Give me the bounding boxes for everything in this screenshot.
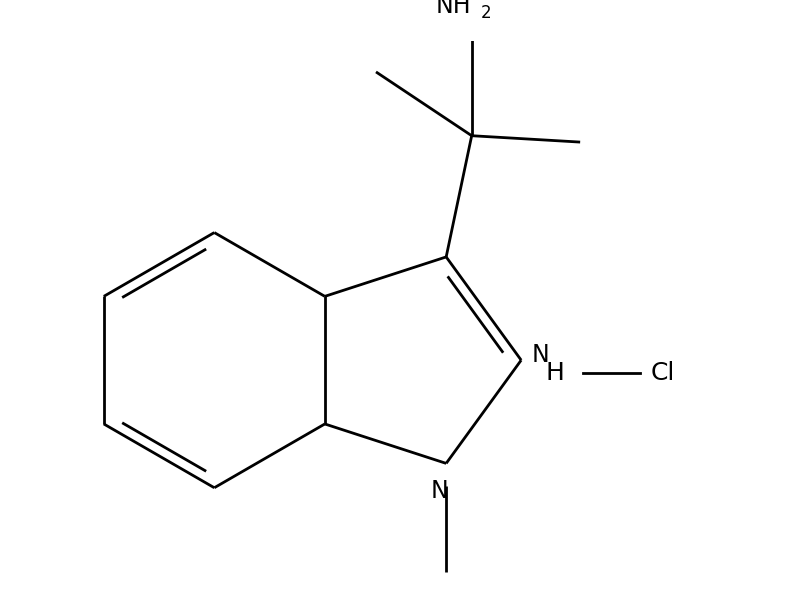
- Text: NH: NH: [436, 0, 472, 18]
- Text: N: N: [532, 343, 549, 367]
- Text: 2: 2: [480, 4, 491, 22]
- Text: N: N: [431, 479, 449, 503]
- Text: H: H: [545, 361, 564, 385]
- Text: Cl: Cl: [651, 361, 675, 385]
